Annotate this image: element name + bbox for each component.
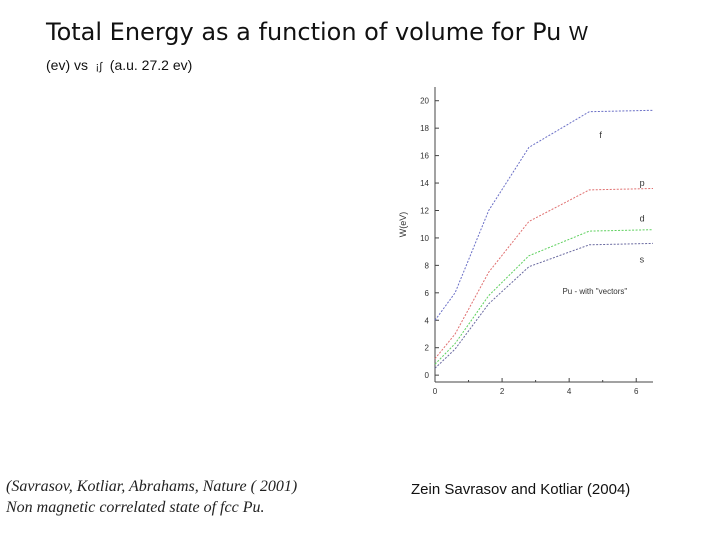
energy-volume-chart: 0 2 4 6 8 10 12 14 16 18 20 0 2 4 6 W(eV) f p d s Pu - with … bbox=[398, 87, 654, 396]
y-tick-label: 12 bbox=[420, 206, 429, 215]
series-label-f: f bbox=[599, 130, 602, 140]
y-tick-label: 10 bbox=[420, 234, 429, 243]
x-tick-label: 0 bbox=[433, 387, 438, 396]
y-tick-label: 4 bbox=[425, 316, 430, 325]
subtitle-glyph: ¡∫ bbox=[95, 61, 103, 73]
series-line-d bbox=[434, 229, 654, 365]
y-tick-label: 14 bbox=[420, 179, 429, 188]
y-tick-label: 18 bbox=[420, 124, 429, 133]
y-tick-label: 6 bbox=[425, 289, 430, 298]
series-line-p bbox=[434, 188, 654, 360]
chart-annotation: Pu - with "vectors" bbox=[562, 287, 627, 296]
y-tick-label: 20 bbox=[420, 97, 429, 106]
series-label-p: p bbox=[640, 178, 645, 188]
slide-title-symbol: W bbox=[569, 23, 588, 45]
series-line-s bbox=[434, 242, 654, 369]
citation-line-1: (Savrasov, Kotliar, Abrahams, Nature ( 2… bbox=[6, 478, 298, 495]
citation: (Savrasov, Kotliar, Abrahams, Nature ( 2… bbox=[6, 476, 297, 518]
y-tick-label: 8 bbox=[425, 261, 430, 270]
slide-subtitle: (ev) vs ¡∫ (a.u. 27.2 ev) bbox=[46, 57, 192, 73]
y-tick-label: 0 bbox=[425, 371, 430, 380]
subtitle-prefix: (ev) vs bbox=[46, 57, 88, 73]
x-tick-label: 6 bbox=[634, 387, 639, 396]
slide-title-text: Total Energy as a function of volume for… bbox=[46, 18, 562, 46]
x-tick-label: 4 bbox=[567, 387, 572, 396]
y-tick-label: 2 bbox=[425, 344, 430, 353]
series-line-f bbox=[434, 109, 654, 321]
slide-title: Total Energy as a function of volume for… bbox=[46, 18, 588, 46]
subtitle-suffix: (a.u. 27.2 ev) bbox=[109, 57, 193, 73]
y-axis-label: W(eV) bbox=[398, 212, 408, 238]
series-label-d: d bbox=[640, 213, 645, 223]
citation-line-2: Non magnetic correlated state of fcc Pu. bbox=[6, 499, 265, 516]
y-tick-label: 16 bbox=[420, 152, 429, 161]
x-tick-label: 2 bbox=[500, 387, 505, 396]
author-credit: Zein Savrasov and Kotliar (2004) bbox=[411, 481, 631, 498]
series-label-s: s bbox=[640, 255, 645, 265]
